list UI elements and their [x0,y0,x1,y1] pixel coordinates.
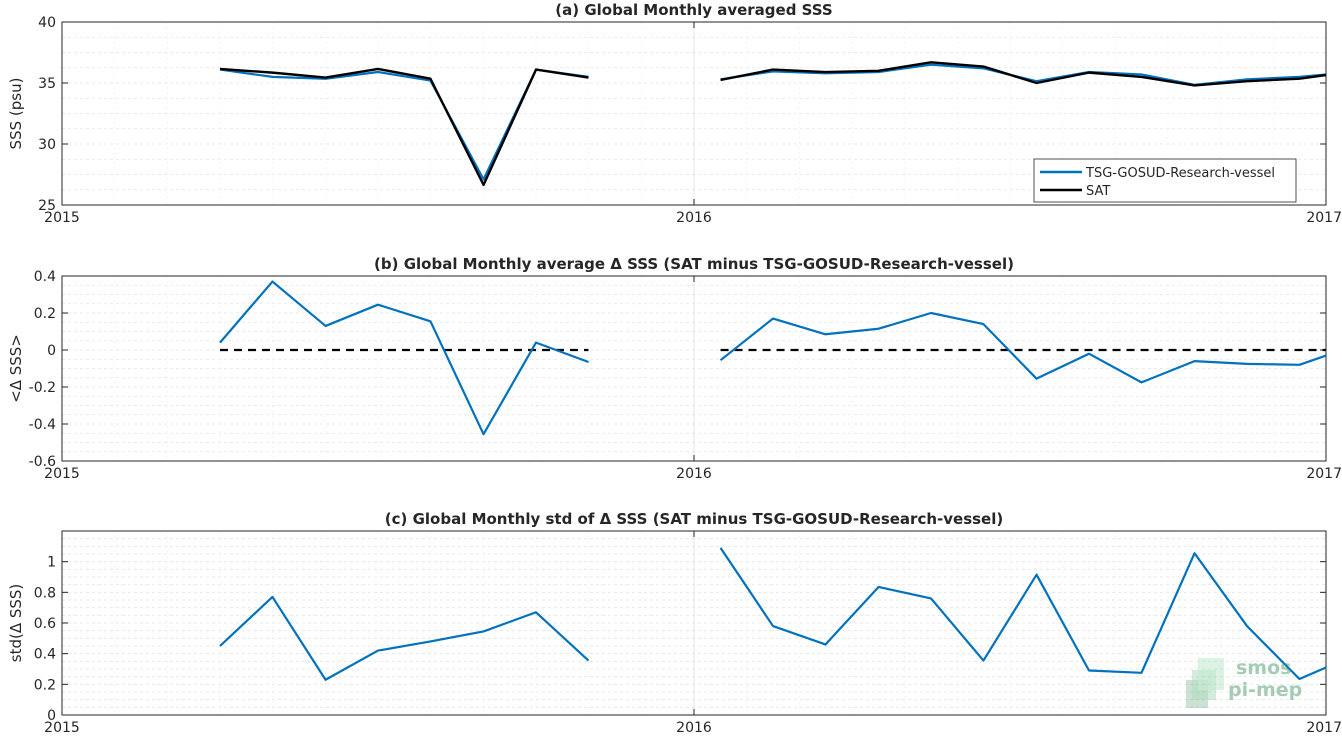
y-tick-label: 0.6 [34,616,56,632]
y-tick-label: 0.4 [34,647,56,663]
legend: TSG-GOSUD-Research-vessel SAT [1033,158,1297,203]
panel-a-mean-sss: 25 30 35 40 2015 2016 2017 (a) Global Monthly a… [7,1,1342,226]
smos-pi-mep-logo: smos pi-mep [1186,657,1302,708]
y-axis-label: <Δ SSS> [7,334,25,403]
y-tick-label: -0.4 [29,417,56,433]
x-tick-label: 2017 [1306,720,1342,736]
series-line-sat [720,61,1327,87]
y-axis-label: std(Δ SSS) [7,584,25,663]
y-tick-label: 0 [47,708,56,724]
series-line-sat [219,67,589,187]
series-line-tsg-gosud-research-vessel [219,68,589,181]
panel-title: (a) Global Monthly averaged SSS [555,1,832,19]
legend-label: SAT [1086,184,1110,199]
y-tick-label: -0.2 [29,380,56,396]
x-tick-label: 2016 [676,466,712,482]
series-line-delta-sss [219,280,589,436]
x-tick-label: 2017 [1306,466,1342,482]
series-line-delta-sss [719,311,1327,384]
x-tick-label: 2017 [1306,210,1342,226]
x-tick-label: 2015 [44,720,80,736]
x-tick-label: 2015 [44,466,80,482]
y-tick-label: 35 [38,76,56,92]
y-tick-label: 0 [47,343,56,359]
y-tick-label: 1 [47,555,56,571]
y-tick-label: 0.4 [34,269,56,285]
panel-b-mean-delta-sss: -0.6 -0.4 -0.2 0 0.2 0.4 2015 2016 2017 (b) Globa… [7,255,1342,482]
y-tick-label: 30 [38,137,56,153]
x-tick-label: 2015 [44,210,80,226]
x-tick-label: 2016 [676,720,712,736]
y-tick-label: 0.2 [34,677,56,693]
panel-c-std-delta-sss: 0 0.2 0.4 0.6 0.8 1 2015 2016 2017 (c) Global Mon… [7,510,1342,736]
logo-line-2: pi-mep [1228,679,1302,701]
y-tick-label: 25 [38,198,56,214]
panel-title: (b) Global Monthly average Δ SSS (SAT mi… [374,255,1014,273]
y-tick-label: 0.2 [34,306,56,322]
logo-line-1: smos [1236,657,1291,679]
legend-box [1033,158,1297,203]
y-tick-label: -0.6 [29,454,56,470]
legend-label: TSG-GOSUD-Research-vessel [1085,166,1275,181]
y-tick-label: 0.8 [34,585,56,601]
x-tick-label: 2016 [676,210,712,226]
logo-mark-icon [1186,658,1224,708]
series-line-delta-sss [219,595,590,681]
series-line-tsg-gosud-research-vessel [720,63,1327,86]
y-axis-label: SSS (psu) [7,78,25,150]
panel-title: (c) Global Monthly std of Δ SSS (SAT min… [385,510,1003,528]
y-tick-label: 40 [38,15,56,31]
series-line-delta-sss [719,547,1327,681]
